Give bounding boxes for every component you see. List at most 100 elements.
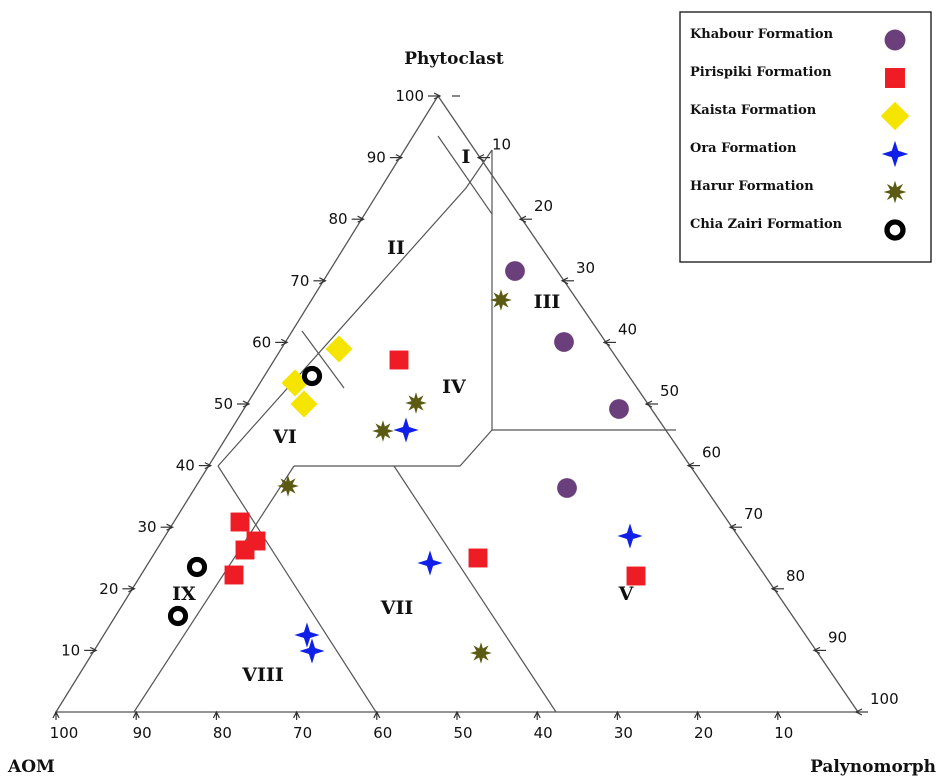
phytoclast-tick-arrow: [357, 215, 365, 223]
phytoclast-tick-arrow: [89, 646, 98, 654]
phytoclast-tick-arrow: [204, 462, 213, 470]
data-point: [417, 550, 443, 576]
aom-tick-arrow: [533, 710, 541, 719]
data-point: [609, 399, 629, 419]
data-point: [393, 417, 419, 443]
data-point: [301, 365, 323, 387]
palynomorph-tick-arrow: [560, 277, 569, 285]
legend-marker-diamond: [880, 101, 910, 131]
phytoclast-tick-label: 40: [176, 457, 195, 475]
phytoclast-tick-label: 60: [252, 333, 271, 351]
palynomorph-tick-label: 40: [618, 320, 637, 338]
aom-tick-label: 80: [213, 724, 232, 742]
field-label-ii: II: [387, 237, 405, 259]
aom-tick-label: 50: [453, 724, 472, 742]
field-label-iv: IV: [442, 376, 467, 398]
legend-label: Chia Zairi Formation: [690, 217, 843, 232]
data-point: [505, 261, 525, 281]
data-point: [290, 390, 318, 418]
data-point: [557, 478, 577, 498]
aom-tick-arrow: [613, 710, 621, 719]
field-label-v: V: [618, 583, 635, 605]
palynomorph-tick-arrow: [518, 215, 527, 223]
phytoclast-tick-arrow: [128, 585, 136, 593]
palynomorph-tick-arrow: [644, 400, 653, 408]
boundary-IX-VIII-diag: [133, 465, 295, 713]
data-point: [230, 512, 250, 532]
field-label-iii: III: [534, 291, 561, 313]
series-kaista-formation: [281, 335, 353, 418]
field-label-vii: VII: [380, 597, 414, 619]
aom-tick-arrow: [694, 710, 702, 719]
legend-label: Pirispiki Formation: [690, 65, 832, 80]
phytoclast-tick-arrow: [433, 92, 442, 100]
series-pirispiki-formation: [224, 350, 646, 586]
aom-tick-label: 30: [614, 724, 633, 742]
axis-labels: Phytoclast AOM Palynomorph: [7, 49, 936, 777]
field-label-i: I: [462, 146, 471, 168]
phytoclast-tick-arrow: [395, 154, 404, 162]
palynomorph-tick-label: 10: [492, 136, 511, 154]
aom-tick-arrow: [774, 710, 782, 719]
legend: Khabour Formation Pirispiki Formation Kais…: [679, 11, 932, 263]
phytoclast-tick-label: 10: [61, 641, 80, 659]
aom-tick-label: 10: [774, 724, 793, 742]
data-point: [224, 565, 244, 585]
phytoclast-tick-label: 30: [138, 518, 157, 536]
series-chia-zairi-formation: [167, 365, 323, 627]
data-point: [167, 605, 189, 627]
data-point: [325, 335, 353, 363]
phytoclast-tick-label: 50: [214, 395, 233, 413]
data-point: [299, 638, 325, 664]
data-point: [468, 548, 488, 568]
axis-ticks: 10 10 20 20 30 30 40 40 50 50 60 60 70 70 80 80 90 90 100 1…: [50, 87, 899, 742]
boundary-VI-II: [301, 330, 345, 389]
aom-tick-arrow: [293, 710, 301, 719]
legend-marker-square: [885, 68, 905, 88]
palynomorph-tick-label: 30: [576, 259, 595, 277]
palynomorph-tick-arrow: [686, 462, 695, 470]
series-ora-formation: [294, 417, 643, 664]
data-points: [167, 261, 646, 664]
aom-tick-label: 100: [50, 724, 79, 742]
phytoclast-tick-label: 90: [367, 149, 386, 167]
palynomorph-tick-arrow: [602, 338, 611, 346]
boundary-IX-VIII: [217, 465, 377, 713]
aom-tick-arrow: [52, 710, 60, 719]
boundary-IV-bottom: [294, 429, 493, 467]
palynomorph-tick-arrow: [476, 154, 485, 162]
legend-marker-circle: [884, 29, 906, 51]
palynomorph-tick-label: 20: [534, 197, 553, 215]
phytoclast-tick-arrow: [280, 338, 289, 346]
palynomorph-tick-label: 50: [660, 382, 679, 400]
field-label-vi: VI: [272, 426, 297, 448]
aom-tick-label: 70: [293, 724, 312, 742]
aom-tick-arrow: [373, 710, 381, 719]
data-point: [294, 622, 320, 648]
legend-label: Ora Formation: [690, 141, 797, 156]
field-label-viii: VIII: [241, 664, 284, 686]
boundary-VII-left: [393, 465, 557, 713]
palynomorph-tick-arrow: [770, 585, 779, 593]
data-point: [626, 566, 646, 586]
phytoclast-tick-label: 70: [290, 272, 309, 290]
series-harur-formation: [277, 289, 512, 664]
aom-tick-label: 40: [534, 724, 553, 742]
field-label-ix: IX: [172, 583, 196, 605]
phytoclast-tick-label: 80: [329, 210, 348, 228]
aom-tick-label: 90: [133, 724, 152, 742]
data-point: [470, 642, 492, 664]
data-point: [490, 289, 512, 311]
legend-label: Harur Formation: [690, 179, 814, 194]
data-point: [617, 523, 643, 549]
data-point: [372, 420, 394, 442]
data-point: [235, 540, 255, 560]
phytoclast-tick-label: 20: [99, 580, 118, 598]
palynomorph-tick-label: 90: [828, 628, 847, 646]
data-point: [277, 475, 299, 497]
aom-tick-label: 20: [694, 724, 713, 742]
legend-label: Khabour Formation: [690, 27, 834, 42]
aom-tick-arrow: [212, 710, 220, 719]
